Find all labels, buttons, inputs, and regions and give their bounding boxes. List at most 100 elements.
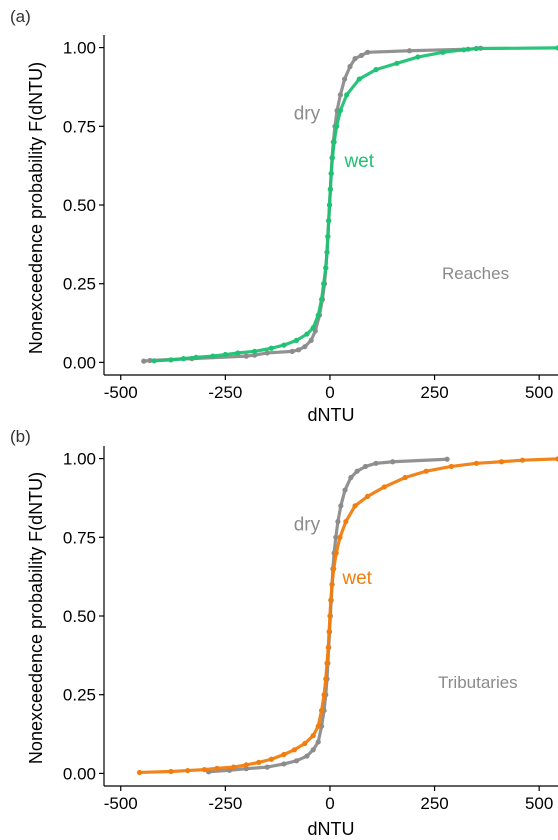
- panel-b-series-dry-point: [354, 468, 360, 474]
- panel-b-series-wet-point: [136, 769, 143, 776]
- panel-b-series-wet-point: [423, 468, 429, 474]
- panel-a-y-tick-label: 0.75: [63, 117, 96, 136]
- panel-b-series-wet-point: [555, 456, 558, 462]
- panel-a-x-tick-label: -250: [208, 383, 242, 402]
- panel-a-series-wet-point: [331, 139, 337, 145]
- panel-b-series-wet-point: [231, 764, 237, 770]
- panel-a-series-wet-point: [235, 350, 241, 356]
- panel-b-note: Tributaries: [438, 673, 518, 692]
- panel-b-series-wet-point: [402, 474, 408, 481]
- panel-a-x-tick-label: 0: [325, 383, 334, 402]
- panel-a-series-wet-point: [334, 123, 340, 129]
- panel-b-series-wet-point: [315, 723, 321, 729]
- panel-a-series-dry-point: [264, 350, 270, 356]
- panel-a-series-wet-point: [555, 45, 558, 51]
- panel-b-annotations: dry wet: [294, 515, 373, 590]
- panel-a-y-tick-label: 0.50: [63, 196, 96, 215]
- panel-b-label: (b): [10, 427, 31, 446]
- panel-a-series-wet-point: [318, 296, 325, 303]
- panel-a-note: Reaches: [442, 264, 509, 283]
- panel-a-series-wet-point: [315, 312, 321, 318]
- panel-b-series-wet-point: [327, 613, 333, 619]
- panel-a-series-wet-point: [440, 49, 446, 55]
- panel-b-series-wet-point: [329, 581, 335, 588]
- panel-a-y-tick-label: 0.25: [63, 275, 96, 294]
- panel-b-x-tick-label: 250: [420, 794, 448, 813]
- panel-b-series-wet-point: [310, 733, 316, 739]
- panel-b-series-dry-point: [390, 459, 396, 465]
- panel-a-series-dry-point: [365, 49, 371, 55]
- panel-a-axes: 0.00 0.25 0.50 0.75 1.00 -500 -250 0 250 500: [63, 35, 558, 402]
- panel-a-label: (a): [10, 7, 31, 26]
- panel-a-series-wet-point: [180, 356, 187, 362]
- panel-b-series-wet-point: [519, 457, 526, 463]
- panel-a-series-wet-point: [151, 358, 157, 364]
- panel-a-series-wet-point: [323, 265, 329, 271]
- panel-b-y-tick-label: 0.75: [63, 528, 96, 547]
- panel-b-series-dry-point: [338, 503, 344, 509]
- panel-a-marks: [141, 45, 558, 364]
- panel-b-series-dry-point: [348, 474, 354, 481]
- panel-a-series-dry-point: [341, 76, 348, 82]
- panel-b-series-wet-point: [498, 459, 505, 465]
- panel-a-series-dry-point: [141, 358, 147, 364]
- panel-b-series-dry-point: [293, 758, 300, 764]
- panel-a: (a) Nonexceedence probability F(dNTU) dN…: [10, 7, 558, 425]
- panel-b-x-tick-label: 500: [525, 794, 553, 813]
- panel-a-series-dry-point: [147, 357, 153, 364]
- panel-b-x-tick-label: -500: [104, 794, 138, 813]
- panel-a-series-wet-point: [344, 92, 350, 98]
- panel-a-series-wet-point: [328, 170, 334, 177]
- panel-b-y-tick-label: 0.00: [63, 764, 96, 783]
- panel-b-series-wet-point: [352, 503, 358, 509]
- panel-a-series-wet-point: [222, 351, 228, 358]
- panel-a-x-tick-label: 500: [525, 383, 553, 402]
- panel-b-series-dry-point: [373, 460, 379, 466]
- panel-b-annotation-dry: dry: [294, 515, 321, 536]
- panel-a-series-wet-point: [210, 353, 216, 359]
- panel-a-annotation-dry: dry: [294, 104, 321, 125]
- panel-a-x-tick-label: -500: [104, 383, 138, 402]
- panel-b-series-wet-line: [137, 457, 558, 775]
- panel-b-series-wet-point: [326, 629, 332, 635]
- panel-a-series-wet-point: [193, 354, 199, 360]
- panel-a-series-wet-point: [304, 331, 310, 337]
- panel-b-series-wet-point: [185, 767, 191, 774]
- panel-a-series-dry-point: [289, 348, 295, 354]
- panel-b-series-wet-point: [333, 550, 339, 556]
- panel-a-series-wet-point: [326, 202, 333, 208]
- panel-b-series-dry-point: [444, 456, 450, 462]
- panel-a-series-wet-point: [293, 337, 300, 343]
- panel-b-marks: [136, 456, 558, 776]
- panel-a-annotation-wet: wet: [343, 151, 374, 172]
- panel-a-series-dry-point: [352, 56, 358, 62]
- panel-b-series-wet-point: [321, 692, 327, 698]
- panel-b-series-wet-point: [168, 768, 174, 775]
- panel-b-series-wet-point: [448, 463, 454, 470]
- panel-b-series-wet-point: [473, 460, 480, 466]
- panel-b-y-axis-title: Nonexceedence probability F(dNTU): [26, 472, 46, 764]
- panel-a-y-tick-label: 0.00: [63, 353, 96, 372]
- panel-b-series-wet-point: [323, 676, 329, 682]
- panel-a-y-tick-label: 1.00: [63, 39, 96, 58]
- panel-b-axes: 0.00 0.25 0.50 0.75 1.00 -500 -250 0 250 500: [63, 446, 558, 813]
- panel-b-series-wet-point: [318, 707, 325, 714]
- panel-a-series-wet-point: [337, 107, 344, 114]
- panel-a-series-wet-point: [252, 348, 258, 354]
- panel-b-series-wet-point: [302, 740, 308, 747]
- panel-b-series-dry-point: [342, 487, 348, 493]
- panel-a-series-wet-point: [268, 345, 274, 351]
- panel-b-series-dry-point: [333, 534, 339, 540]
- panel-a-series-wet-point: [326, 218, 332, 224]
- panel-a-series-wet-point: [415, 54, 421, 60]
- panel-b-series-dry-point: [362, 463, 369, 470]
- panel-b-series-wet-point: [337, 534, 343, 540]
- panel-a-series-wet-point: [325, 233, 331, 240]
- panel-b-series-wet-point: [328, 597, 334, 603]
- panel-a-series-wet-point: [356, 76, 362, 82]
- panel-b-series-dry-point: [281, 761, 287, 767]
- panel-b-series-wet-point: [324, 660, 330, 666]
- panel-a-y-axis-title: Nonexceedence probability F(dNTU): [26, 62, 46, 354]
- panel-b-series-wet-point: [343, 518, 349, 525]
- panel-a-series-dry-point: [406, 48, 413, 54]
